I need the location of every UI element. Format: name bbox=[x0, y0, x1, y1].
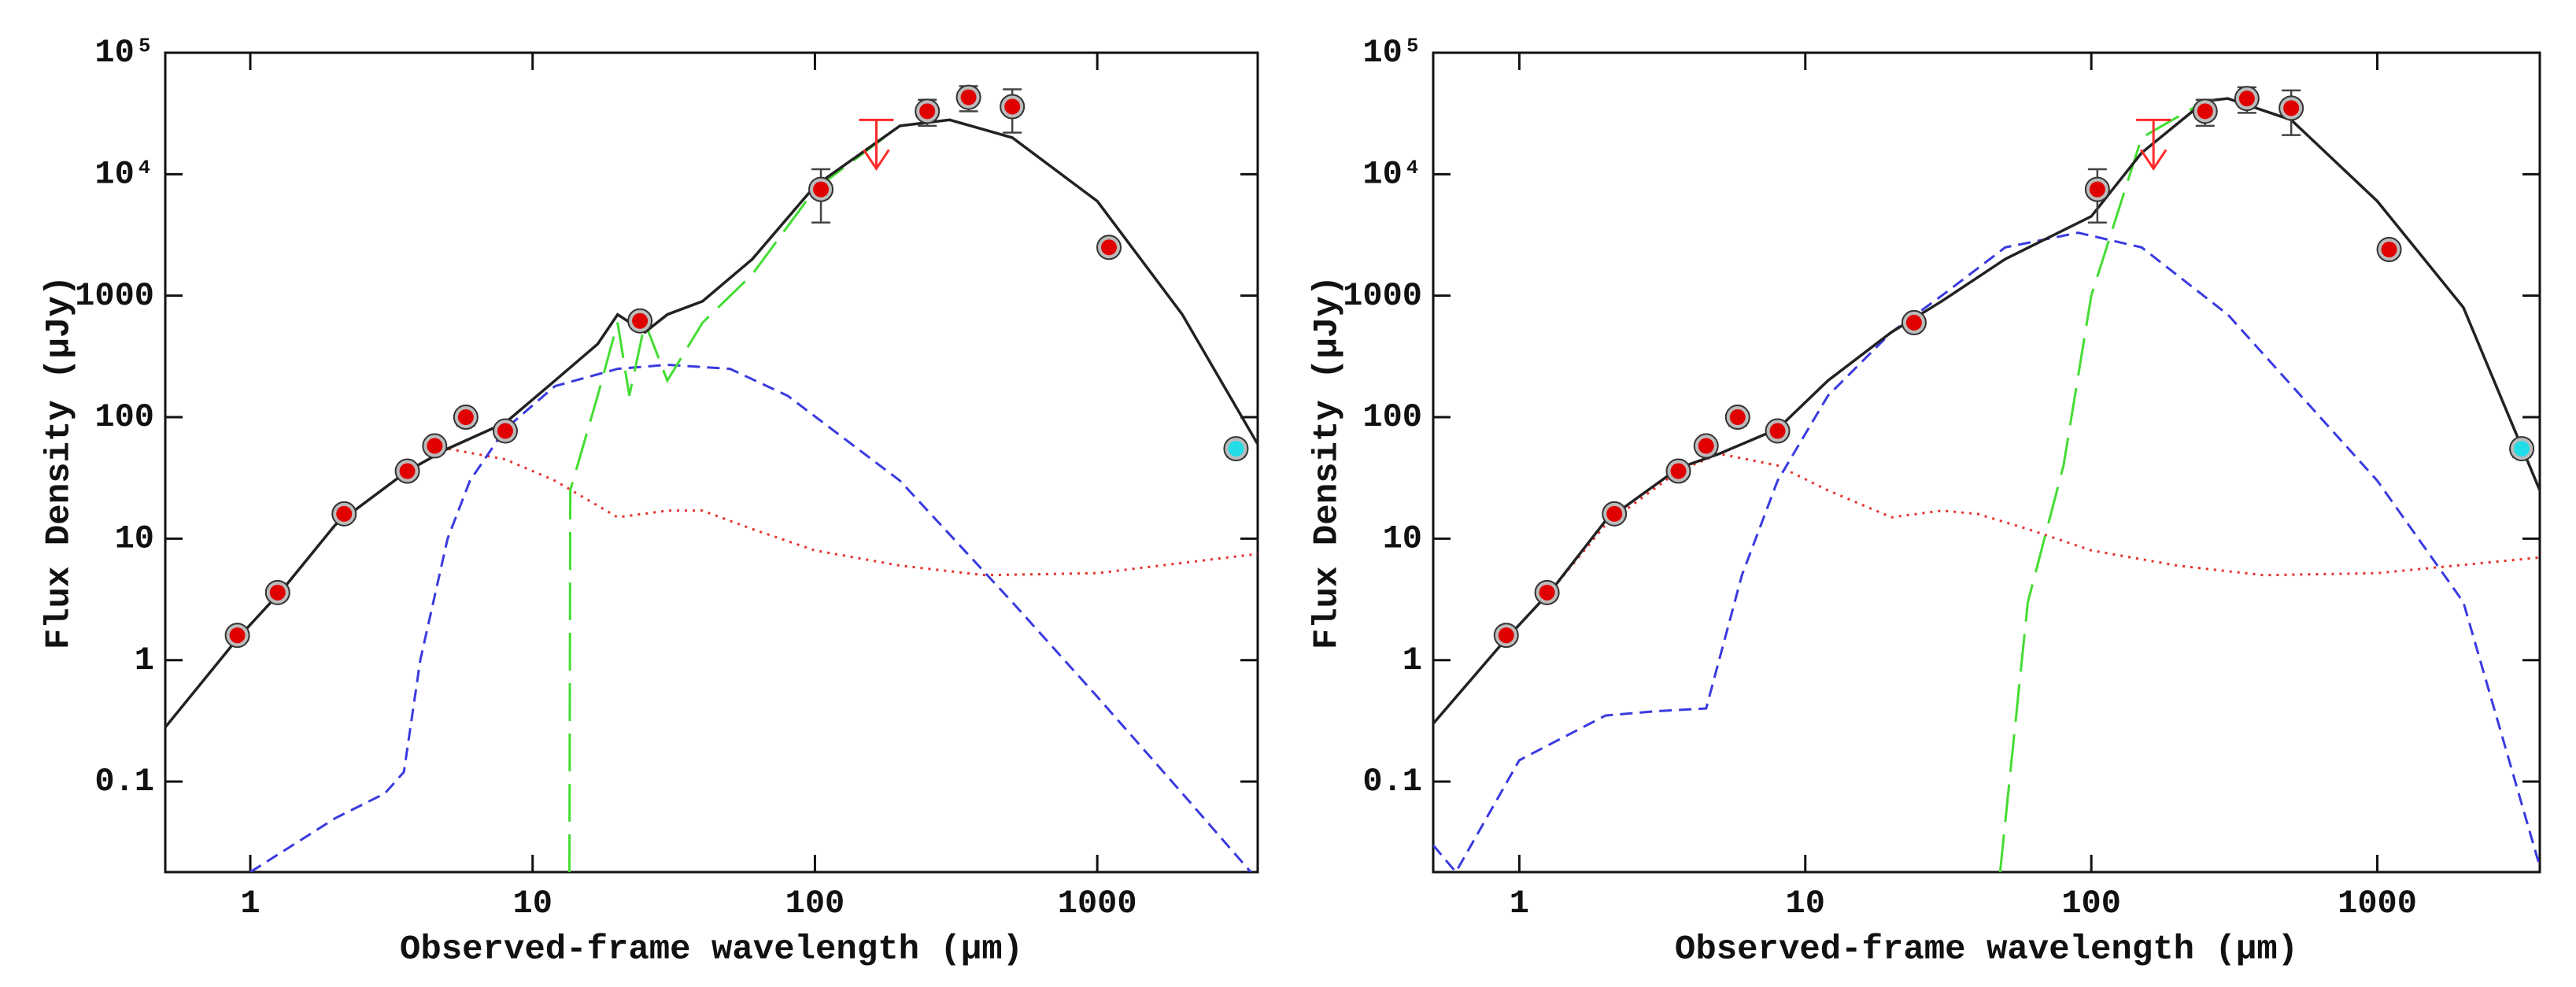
model-curve bbox=[1433, 452, 2540, 725]
model-curve bbox=[165, 447, 1258, 728]
panel: 1 10 100 1000 0.1 1 10 100 1000 10⁴ 10⁵ Observed-fr… bbox=[40, 34, 1259, 970]
data-point bbox=[2283, 100, 2300, 116]
y-tick-label: 10 bbox=[1383, 519, 1422, 557]
plot-area bbox=[165, 118, 1258, 872]
data-point bbox=[2089, 181, 2105, 198]
y-tick-label: 10⁵ bbox=[1362, 34, 1422, 72]
data-point bbox=[1606, 505, 1623, 522]
y-tick-label: 1000 bbox=[75, 277, 154, 315]
model-curve bbox=[1433, 231, 2540, 872]
y-tick-label: 10⁴ bbox=[94, 155, 154, 193]
upper-limit-arrow bbox=[863, 120, 890, 172]
data-point bbox=[1498, 627, 1514, 644]
x-axis-label: Observed-frame wavelength (μm) bbox=[400, 930, 1023, 970]
data-point bbox=[427, 438, 443, 454]
y-tick-label: 10⁵ bbox=[94, 34, 154, 72]
x-tick-label: 1000 bbox=[1058, 885, 1137, 922]
data-point bbox=[1101, 239, 1118, 256]
data-point bbox=[919, 103, 936, 120]
upper-limit-arrow bbox=[2139, 120, 2168, 172]
x-tick-label: 100 bbox=[2061, 885, 2121, 922]
y-tick-label: 100 bbox=[1362, 398, 1422, 436]
y-axis-label: Flux Density (μJy) bbox=[40, 275, 79, 649]
data-point bbox=[960, 89, 977, 105]
model-curve bbox=[165, 118, 1258, 729]
y-tick-label: 0.1 bbox=[94, 763, 154, 800]
data-point bbox=[497, 423, 513, 439]
data-point bbox=[1004, 98, 1021, 115]
panel: 1 10 100 1000 0.1 1 10 100 1000 10⁴ 10⁵ Observed-fr… bbox=[1308, 34, 2541, 970]
data-point bbox=[1905, 314, 1922, 331]
data-point bbox=[2381, 242, 2397, 258]
plot-frame bbox=[1432, 51, 2541, 874]
data-point bbox=[813, 181, 830, 198]
data-point bbox=[2514, 441, 2530, 457]
data-point bbox=[2197, 103, 2213, 120]
data-point bbox=[269, 584, 286, 601]
data-point bbox=[1539, 584, 1555, 601]
y-tick-label: 10 bbox=[115, 519, 154, 557]
data-point bbox=[2238, 91, 2255, 107]
y-tick-label: 100 bbox=[94, 398, 154, 436]
model-curve bbox=[1433, 97, 2540, 725]
model-curve bbox=[1998, 97, 2540, 872]
data-point bbox=[457, 409, 474, 426]
y-tick-label: 0.1 bbox=[1362, 763, 1422, 800]
y-tick-label: 1000 bbox=[1343, 277, 1422, 315]
data-point bbox=[1698, 438, 1714, 454]
x-tick-label: 10 bbox=[1786, 885, 1825, 922]
model-curve bbox=[249, 363, 1252, 872]
y-axis-label: Flux Density (μJy) bbox=[1308, 275, 1347, 649]
x-tick-label: 1 bbox=[240, 885, 260, 922]
data-point bbox=[1729, 409, 1746, 426]
data-point bbox=[1769, 423, 1786, 439]
data-point bbox=[1228, 441, 1244, 457]
x-tick-label: 1 bbox=[1510, 885, 1529, 922]
y-tick-label: 10⁴ bbox=[1362, 155, 1422, 193]
y-tick-label: 1 bbox=[1403, 641, 1422, 679]
x-tick-label: 1000 bbox=[2338, 885, 2417, 922]
x-tick-label: 10 bbox=[513, 885, 553, 922]
data-point bbox=[399, 463, 416, 479]
data-point bbox=[1670, 463, 1687, 479]
plot-area bbox=[1433, 97, 2540, 872]
data-point bbox=[632, 312, 649, 329]
x-tick-label: 100 bbox=[785, 885, 845, 922]
data-point bbox=[336, 505, 353, 522]
data-point bbox=[229, 627, 246, 644]
x-axis-label: Observed-frame wavelength (μm) bbox=[1675, 930, 2298, 970]
y-tick-label: 1 bbox=[135, 641, 154, 679]
plot-frame bbox=[164, 51, 1259, 874]
